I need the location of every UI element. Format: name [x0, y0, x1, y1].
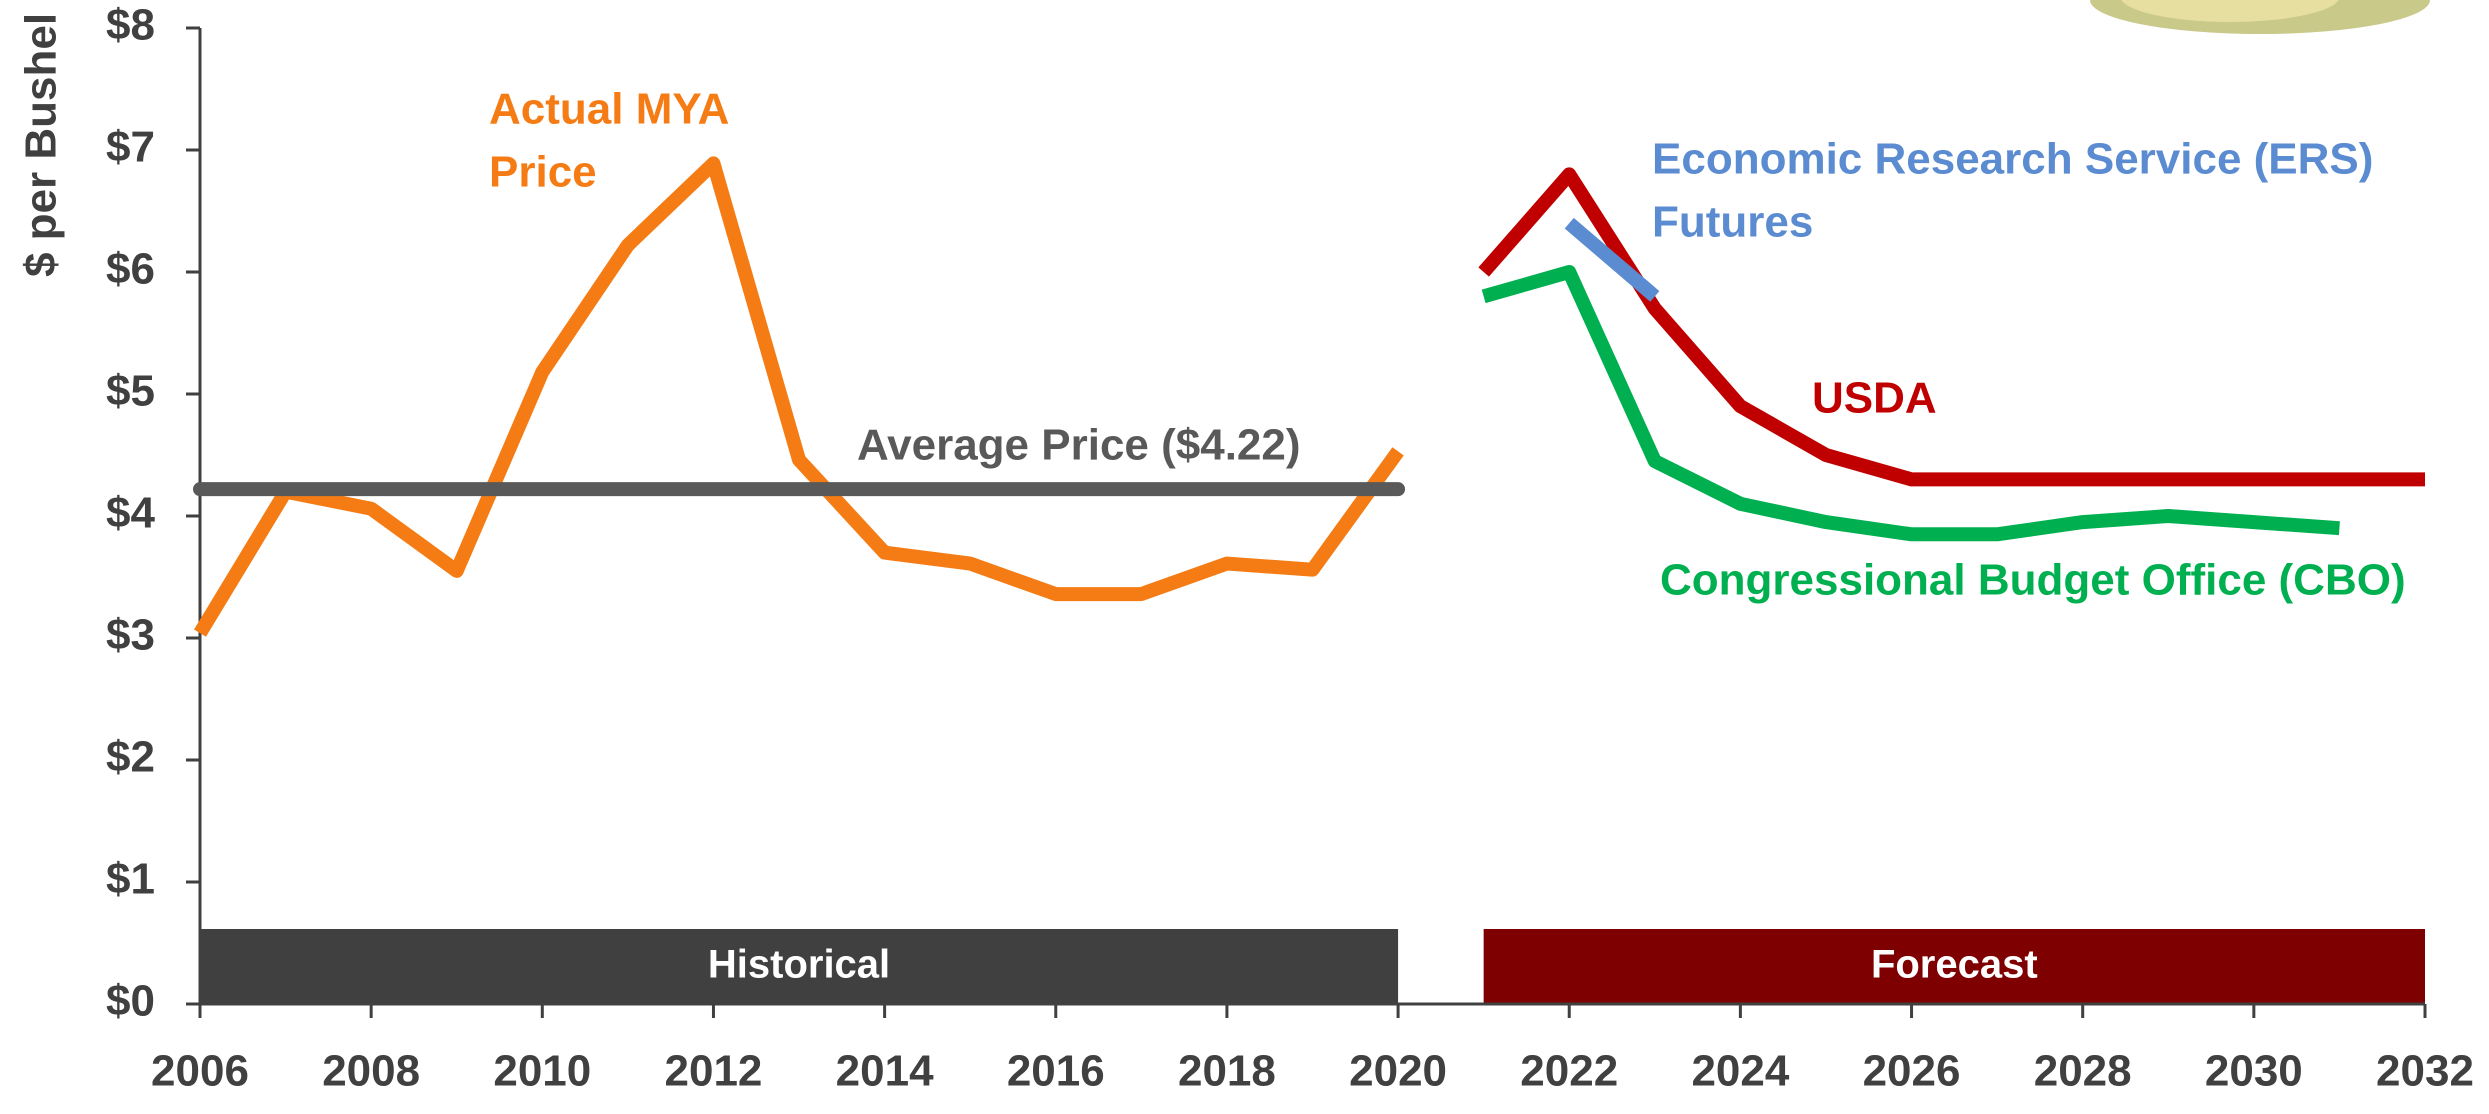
- y-tick-label: $4: [106, 489, 155, 538]
- period-band: [200, 929, 1399, 1004]
- series-label: Average Price ($4.22): [857, 421, 1301, 470]
- y-tick-label: $5: [106, 367, 155, 416]
- y-tick-label: $2: [106, 733, 155, 782]
- series-label: Futures: [1652, 198, 1813, 247]
- y-tick-label: $8: [106, 1, 155, 50]
- x-tick-label: 2016: [1007, 1047, 1105, 1096]
- x-tick-label: 2022: [1520, 1047, 1618, 1096]
- corn-image: [2090, 0, 2430, 34]
- x-tick-label: 2012: [665, 1047, 763, 1096]
- x-tick-label: 2026: [1863, 1047, 1961, 1096]
- x-tick-label: 2008: [322, 1047, 420, 1096]
- y-tick-label: $7: [106, 123, 155, 172]
- x-tick-label: 2030: [2205, 1047, 2303, 1096]
- y-axis-label: $ per Bushel: [17, 13, 66, 277]
- y-tick-label: $0: [106, 977, 155, 1026]
- series-label: USDA: [1812, 374, 1937, 423]
- series-line: [1481, 265, 2340, 542]
- series-label: Economic Research Service (ERS): [1652, 135, 2373, 184]
- series-label: Congressional Budget Office (CBO): [1660, 556, 2406, 605]
- x-tick-label: 2014: [836, 1047, 934, 1096]
- period-label: Forecast: [1871, 943, 2038, 987]
- x-tick-label: 2024: [1691, 1047, 1789, 1096]
- series-line: [194, 156, 1404, 637]
- series-line: [1478, 167, 2425, 487]
- x-tick-label: 2018: [1178, 1047, 1276, 1096]
- x-tick-label: 2032: [2376, 1047, 2474, 1096]
- x-tick-label: 2028: [2034, 1047, 2132, 1096]
- y-tick-label: $6: [106, 245, 155, 294]
- series-line: [1564, 217, 1660, 302]
- period-label: Historical: [708, 943, 890, 987]
- y-tick-label: $1: [106, 855, 155, 904]
- x-tick-label: 2006: [151, 1047, 249, 1096]
- period-band: [1483, 929, 2425, 1004]
- y-tick-label: $3: [106, 611, 155, 660]
- series-label: Price: [489, 148, 597, 197]
- x-tick-label: 2010: [493, 1047, 591, 1096]
- x-tick-label: 2020: [1349, 1047, 1447, 1096]
- series-label: Actual MYA: [489, 85, 729, 134]
